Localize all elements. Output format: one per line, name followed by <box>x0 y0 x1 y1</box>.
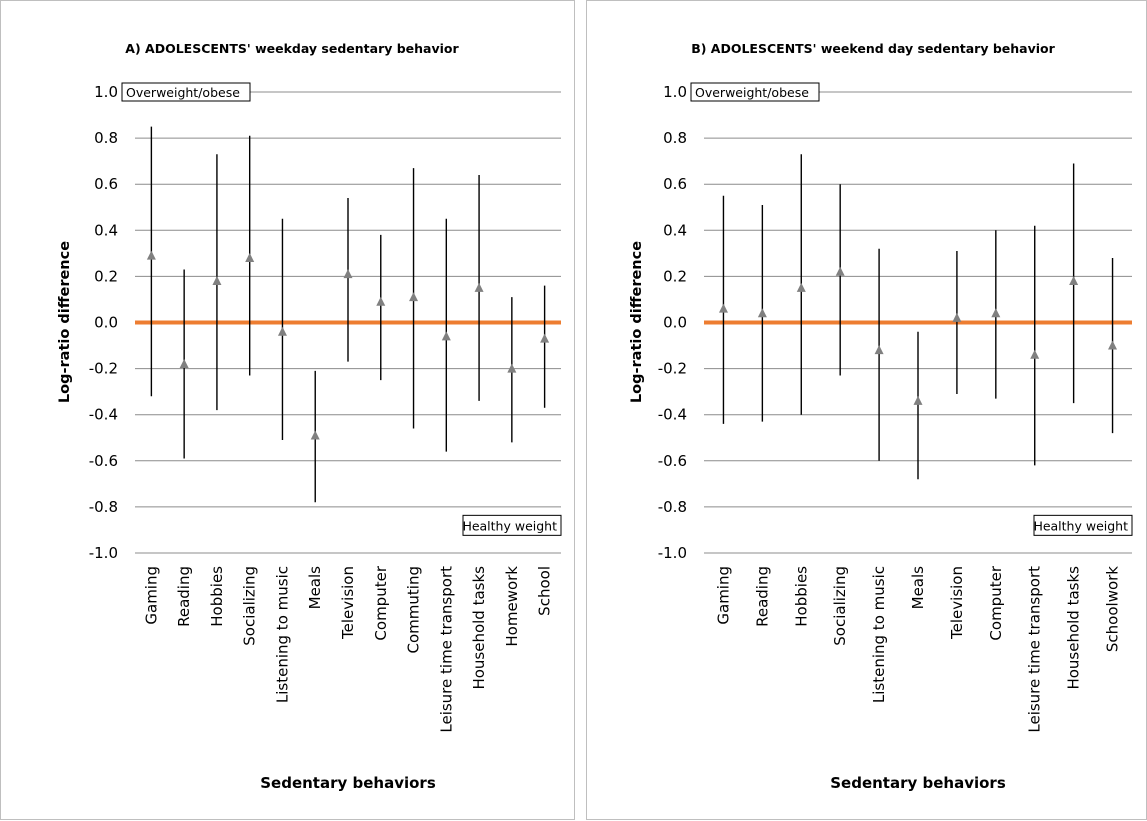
chart-a-category-label: Homework <box>503 566 521 647</box>
chart-a-data-point <box>441 331 451 341</box>
chart-b-category-label: Leisure time transport <box>1026 566 1044 733</box>
chart-b-healthy-weight-annotation: Healthy weight <box>1033 518 1128 533</box>
chart-b-category-label: Socializing <box>831 566 849 646</box>
chart-b-category-label: Television <box>948 566 966 640</box>
chart-b-data-point <box>1108 340 1118 350</box>
chart-b-category-label: Reading <box>753 566 771 627</box>
chart-a-category-label: Hobbies <box>208 566 226 627</box>
chart-a-data-point <box>376 296 386 306</box>
chart-a-data-point <box>212 276 222 286</box>
chart-a-data-point <box>179 358 189 368</box>
chart-a-data-point <box>474 282 484 292</box>
chart-a-category-label: Meals <box>306 566 324 610</box>
chart-b-category-label: Listening to music <box>870 566 888 703</box>
chart-b-y-tick-label: 1.0 <box>663 83 687 101</box>
chart-a-data-point <box>146 250 156 260</box>
chart-a-data-point <box>245 252 255 262</box>
chart-b-y-tick-label: -0.8 <box>658 498 687 516</box>
chart-a-y-tick-label: 0.6 <box>94 175 118 193</box>
chart-a-y-tick-label: 0.0 <box>94 314 118 332</box>
chart-a-healthy-weight-annotation: Healthy weight <box>462 518 557 533</box>
chart-b-category-label: Hobbies <box>792 566 810 627</box>
chart-a-overweight-annotation: Overweight/obese <box>126 85 240 100</box>
chart-a-healthy-weight-annotation-box <box>462 514 562 536</box>
chart-b-x-axis-label: Sedentary behaviors <box>830 774 1006 792</box>
chart-panel-b: B) ADOLESCENTS' weekend day sedentary be… <box>586 0 1147 820</box>
chart-b-data-point <box>991 308 1001 318</box>
chart-a-data-point <box>540 333 550 343</box>
chart-a-data-point <box>409 292 419 302</box>
chart-a-category-label: Computer <box>372 565 390 640</box>
chart-a-title: A) ADOLESCENTS' weekday sedentary behavi… <box>125 41 459 56</box>
chart-a-data-point <box>507 363 517 373</box>
chart-b-data-point <box>913 395 923 405</box>
chart-b-data-point <box>835 266 845 276</box>
chart-a-x-axis-label: Sedentary behaviors <box>260 774 436 792</box>
chart-b-healthy-weight-annotation-box <box>1033 514 1133 536</box>
chart-b-overweight-annotation-box <box>690 82 820 102</box>
chart-b-y-tick-label: 0.2 <box>663 267 687 285</box>
chart-b-overweight-annotation: Overweight/obese <box>695 85 809 100</box>
chart-a-y-axis-label: Log-ratio difference <box>57 241 73 403</box>
chart-panel-a: A) ADOLESCENTS' weekday sedentary behavi… <box>0 0 575 820</box>
chart-b-title: B) ADOLESCENTS' weekend day sedentary be… <box>691 41 1055 56</box>
chart-b-category-label: Household tasks <box>1065 566 1083 690</box>
chart-a-category-label: Socializing <box>241 566 259 646</box>
chart-a-y-tick-label: -0.8 <box>89 498 118 516</box>
chart-a-y-tick-label: 0.8 <box>94 129 118 147</box>
chart-a-y-tick-label: -0.2 <box>89 360 118 378</box>
chart-b-category-label: Gaming <box>714 566 732 625</box>
chart-a-category-label: Leisure time transport <box>437 566 455 733</box>
chart-a-category-label: School <box>536 566 554 616</box>
chart-b-y-tick-label: 0.6 <box>663 175 687 193</box>
chart-a-data-point <box>310 430 320 440</box>
chart-b-y-tick-label: -0.4 <box>658 406 687 424</box>
chart-b-y-tick-label: 0.4 <box>663 221 687 239</box>
chart-b-data-point <box>796 282 806 292</box>
chart-b-category-label: Computer <box>987 565 1005 640</box>
chart-a-data-point <box>343 269 353 279</box>
chart-b-y-tick-label: -0.2 <box>658 360 687 378</box>
chart-b-category-label: Schoolwork <box>1104 566 1122 652</box>
chart-b-data-point <box>757 308 767 318</box>
chart-a-y-tick-label: 0.2 <box>94 267 118 285</box>
chart-a-category-label: Gaming <box>142 566 160 625</box>
chart-b-y-tick-label: -1.0 <box>658 544 687 562</box>
chart-a-y-tick-label: -1.0 <box>89 544 118 562</box>
chart-a-category-label: Television <box>339 566 357 640</box>
chart-b-data-point <box>874 345 884 355</box>
chart-a-y-tick-label: -0.6 <box>89 452 118 470</box>
chart-a-y-tick-label: 1.0 <box>94 83 118 101</box>
chart-b-data-point <box>718 303 728 313</box>
chart-a-svg: A) ADOLESCENTS' weekday sedentary behavi… <box>57 41 562 792</box>
chart-a-overweight-annotation-box <box>121 82 251 102</box>
chart-a-category-label: Reading <box>175 566 193 627</box>
chart-b-data-point <box>1030 349 1040 359</box>
chart-a-category-label: Listening to music <box>273 566 291 703</box>
chart-b-y-tick-label: 0.8 <box>663 129 687 147</box>
chart-a-y-tick-label: 0.4 <box>94 221 118 239</box>
chart-a-data-point <box>277 326 287 336</box>
chart-b-svg: B) ADOLESCENTS' weekend day sedentary be… <box>629 41 1133 792</box>
chart-a-category-label: Commuting <box>405 566 423 653</box>
chart-b-y-tick-label: 0.0 <box>663 314 687 332</box>
chart-b-y-tick-label: -0.6 <box>658 452 687 470</box>
chart-b-y-axis-label: Log-ratio difference <box>629 241 645 403</box>
chart-b-data-point <box>1069 276 1079 286</box>
chart-b-category-label: Meals <box>909 566 927 610</box>
chart-a-category-label: Household tasks <box>470 566 488 690</box>
chart-b-data-point <box>952 312 962 322</box>
chart-a-y-tick-label: -0.4 <box>89 406 118 424</box>
